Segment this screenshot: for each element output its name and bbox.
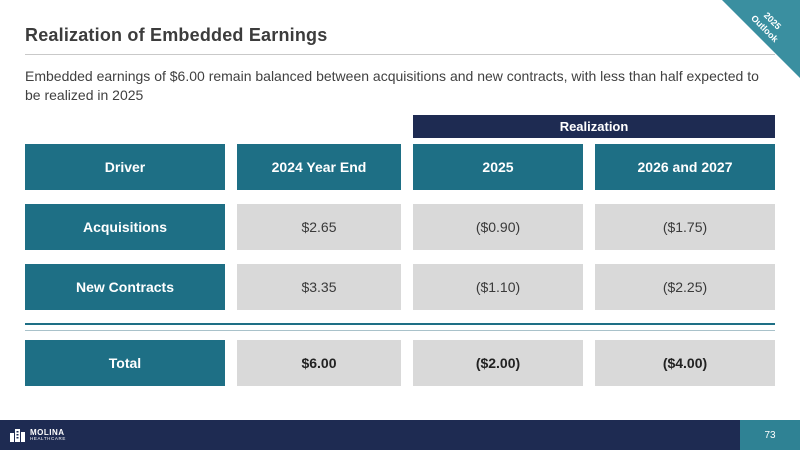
column-header-driver: Driver	[25, 143, 225, 190]
new-contracts-year-end-value: $3.35	[237, 263, 401, 310]
column-header-row: Driver 2024 Year End 2025 2026 and 2027	[25, 143, 775, 190]
molina-logo-text: MOLINA HEALTHCARE	[30, 427, 66, 442]
column-header-2026-2027: 2026 and 2027	[595, 143, 775, 190]
realization-header: Realization	[413, 114, 775, 138]
page-number-badge: 73	[740, 420, 800, 450]
table-row-new-contracts: New Contracts $3.35 ($1.10) ($2.25)	[25, 263, 775, 310]
title-divider	[25, 54, 775, 55]
acquisitions-year-end-value: $2.65	[237, 203, 401, 250]
molina-logo-subtext: HEALTHCARE	[30, 435, 66, 441]
total-2025-value: ($2.00)	[413, 339, 583, 386]
slide-content: Realization of Embedded Earnings Embedde…	[25, 0, 775, 386]
table-row-total: Total $6.00 ($2.00) ($4.00)	[25, 339, 775, 386]
page-title: Realization of Embedded Earnings	[25, 25, 328, 45]
embedded-earnings-table: Realization Driver 2024 Year End 2025 20…	[25, 114, 775, 386]
subtitle-text: Embedded earnings of $6.00 remain balanc…	[25, 68, 759, 103]
molina-logo: MOLINA HEALTHCARE	[10, 428, 66, 442]
new-contracts-2026-2027-value: ($2.25)	[595, 263, 775, 310]
row-label-acquisitions: Acquisitions	[25, 203, 225, 250]
molina-logo-name: MOLINA	[30, 427, 65, 437]
column-header-2024-year-end: 2024 Year End	[237, 143, 401, 190]
molina-logo-icon	[10, 429, 25, 442]
total-divider	[25, 322, 775, 331]
column-header-2025: 2025	[413, 143, 583, 190]
table-row-acquisitions: Acquisitions $2.65 ($0.90) ($1.75)	[25, 203, 775, 250]
new-contracts-2025-value: ($1.10)	[413, 263, 583, 310]
total-year-end-value: $6.00	[237, 339, 401, 386]
realization-header-row: Realization	[25, 114, 775, 138]
row-label-new-contracts: New Contracts	[25, 263, 225, 310]
footer-bar: MOLINA HEALTHCARE 73	[0, 420, 800, 450]
acquisitions-2026-2027-value: ($1.75)	[595, 203, 775, 250]
realization-header-spacer	[25, 115, 401, 138]
row-label-total: Total	[25, 339, 225, 386]
acquisitions-2025-value: ($0.90)	[413, 203, 583, 250]
total-2026-2027-value: ($4.00)	[595, 339, 775, 386]
